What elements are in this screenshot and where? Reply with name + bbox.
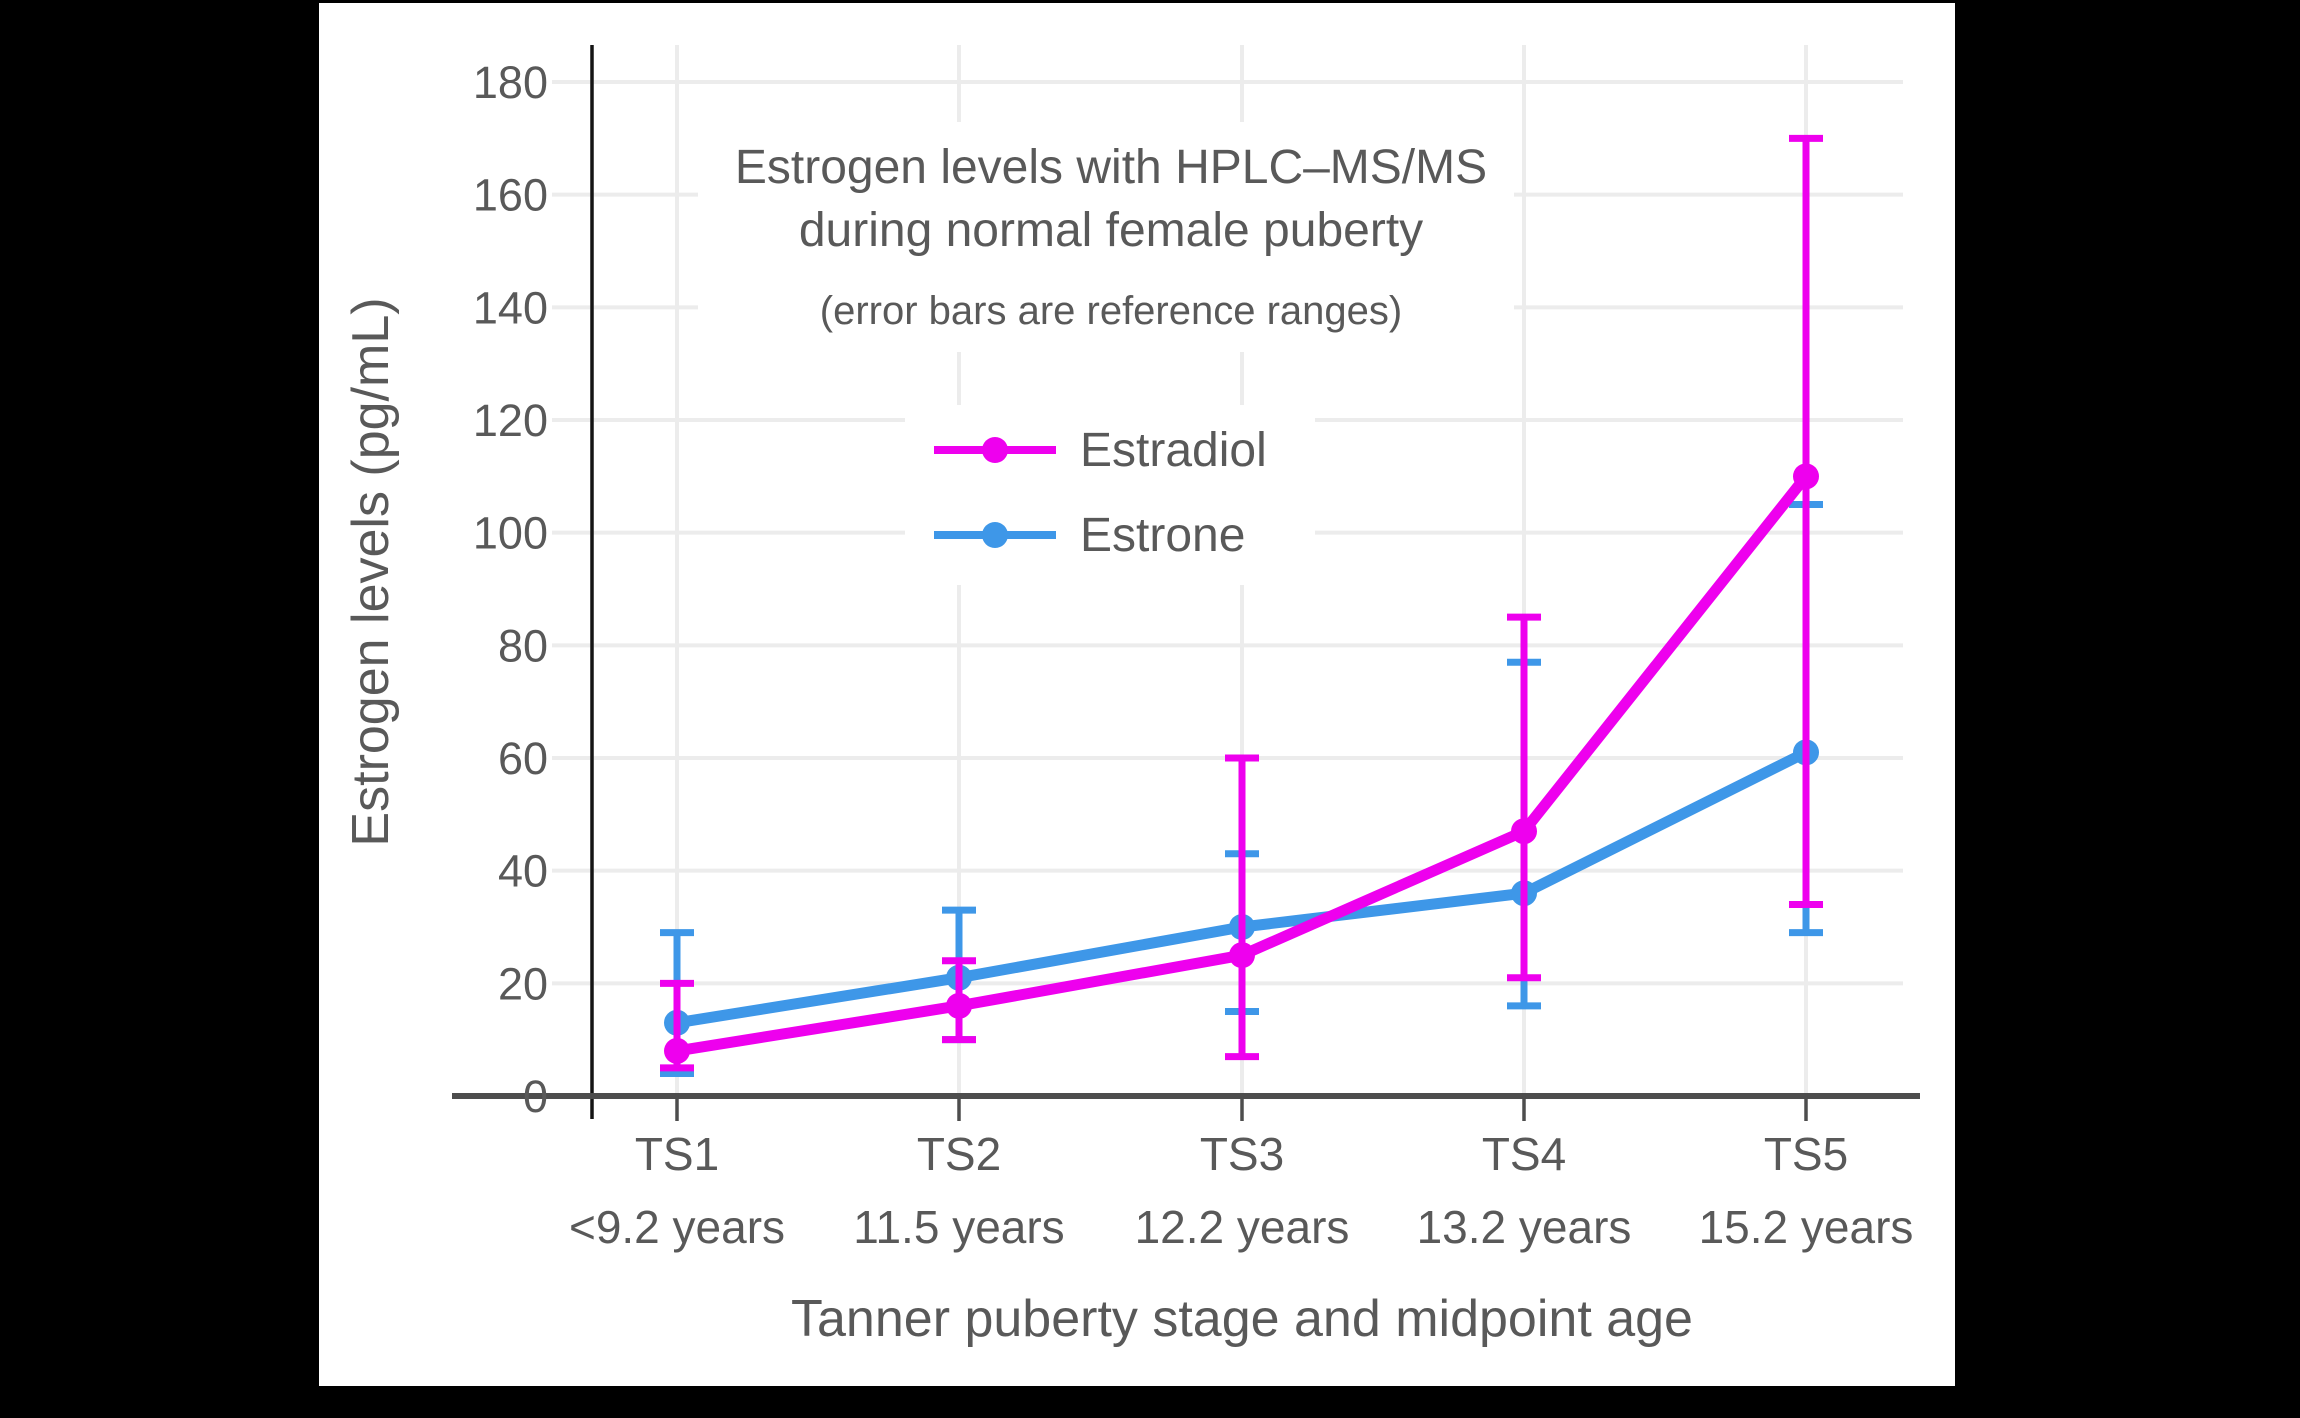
legend-item-estrone: Estrone	[934, 509, 1245, 562]
data-series-layer	[660, 134, 1823, 1077]
x-tick-label-age-TS4: 13.2 years	[1417, 1201, 1632, 1253]
y-tick-label-100: 100	[473, 508, 548, 559]
x-tick-label-age-TS2: 11.5 years	[853, 1201, 1064, 1253]
y-tick-label-20: 20	[498, 958, 548, 1009]
y-tick-label-160: 160	[473, 170, 548, 221]
category-labels: TS1 <9.2 years TS2 11.5 years TS3 12.2 years T…	[569, 1128, 1913, 1253]
chart-subtitle: (error bars are reference ranges)	[820, 289, 1402, 333]
x-axis-ticks	[675, 1096, 1808, 1121]
y-tick-label-40: 40	[498, 846, 548, 897]
x-tick-label-stage-TS3: TS3	[1200, 1128, 1284, 1180]
x-tick-label-stage-TS5: TS5	[1764, 1128, 1848, 1180]
data-point-estradiol-TS3	[1229, 942, 1255, 969]
error-bar-estradiol-TS4	[1507, 613, 1541, 982]
y-tick-label-0: 0	[523, 1071, 548, 1122]
error-bar-estradiol-TS5	[1789, 134, 1823, 908]
data-point-estradiol-TS2	[946, 992, 972, 1019]
y-tick-labels: 0 20 40 60 80 100 120 140 160 180	[473, 57, 548, 1122]
error-bar-estradiol-TS3	[1225, 754, 1259, 1061]
series-estradiol	[660, 134, 1823, 1072]
x-tick-label-age-TS5: 15.2 years	[1699, 1201, 1914, 1253]
data-point-estradiol-TS4	[1511, 818, 1537, 845]
x-tick-label-stage-TS1: TS1	[635, 1128, 719, 1180]
y-tick-label-60: 60	[498, 733, 548, 784]
legend-marker-estradiol-icon	[982, 437, 1008, 463]
x-tick-label-age-TS1: <9.2 years	[569, 1201, 785, 1253]
legend-label-estradiol: Estradiol	[1080, 424, 1267, 477]
x-tick-label-stage-TS4: TS4	[1482, 1128, 1566, 1180]
x-axis-title: Tanner puberty stage and midpoint age	[791, 1290, 1693, 1348]
x-tick-label-stage-TS2: TS2	[917, 1128, 1001, 1180]
legend-marker-estrone-icon	[982, 522, 1008, 548]
y-tick-label-120: 120	[473, 395, 548, 446]
legend-label-estrone: Estrone	[1080, 509, 1245, 562]
legend: Estradiol Estrone	[934, 424, 1267, 562]
y-tick-label-80: 80	[498, 620, 548, 671]
chart-title-line2: during normal female puberty	[799, 204, 1423, 257]
y-tick-label-180: 180	[473, 57, 548, 108]
chart-title-line1: Estrogen levels with HPLC–MS/MS	[735, 141, 1487, 194]
data-point-estradiol-TS5	[1793, 463, 1819, 490]
title-backplate	[698, 122, 1514, 352]
x-tick-label-age-TS3: 12.2 years	[1135, 1201, 1350, 1253]
y-axis-title: Estrogen levels (pg/mL)	[342, 297, 400, 846]
data-point-estradiol-TS1	[664, 1037, 690, 1064]
legend-item-estradiol: Estradiol	[934, 424, 1267, 477]
y-tick-label-140: 140	[473, 282, 548, 333]
legend-backplate	[905, 405, 1315, 585]
